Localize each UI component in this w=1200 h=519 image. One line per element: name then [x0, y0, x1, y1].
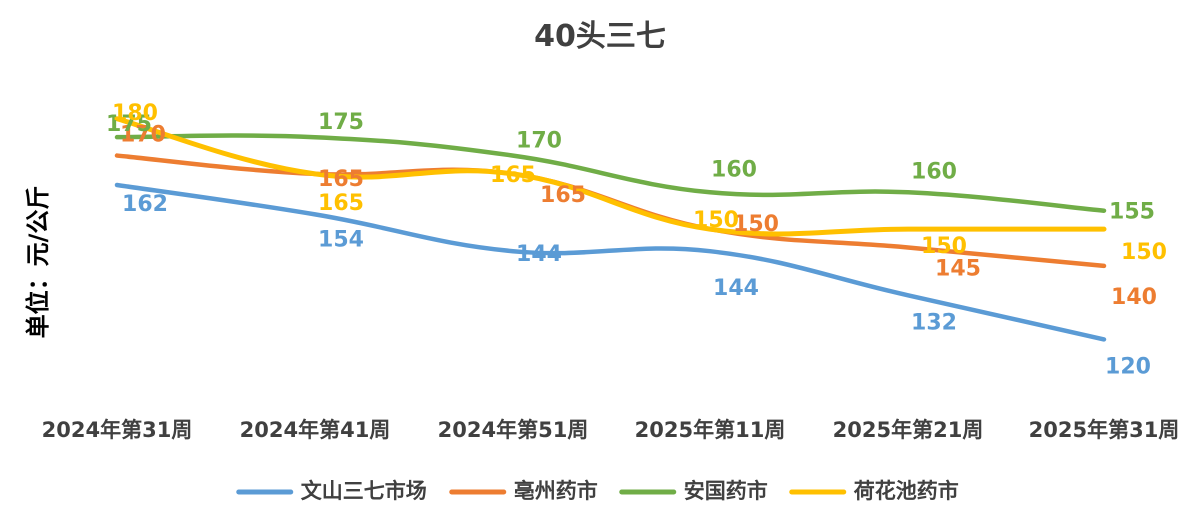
data-label-series-3-5: 150 — [1121, 240, 1167, 265]
data-label-series-1-2: 165 — [540, 183, 586, 208]
data-label-series-2-3: 160 — [711, 157, 757, 182]
legend: 文山三七市场 亳州药市 安国药市 荷花池药市 — [236, 479, 959, 503]
data-label-series-1-4: 145 — [935, 257, 981, 282]
legend-item-3: 荷花池药市 — [789, 479, 959, 503]
x-tick-label-4: 2025年第21周 — [833, 418, 984, 442]
data-label-series-3-0: 180 — [112, 101, 158, 126]
data-label-series-0-0: 162 — [122, 192, 168, 217]
legend-item-0: 文山三七市场 — [236, 479, 427, 503]
data-label-series-0-4: 132 — [911, 310, 957, 335]
data-label-series-0-3: 144 — [713, 276, 759, 301]
data-label-series-3-3: 150 — [693, 208, 739, 233]
data-label-series-2-4: 160 — [911, 159, 957, 184]
x-tick-label-0: 2024年第31周 — [42, 418, 193, 442]
legend-item-2: 安国药市 — [619, 479, 768, 503]
data-label-series-1-0: 170 — [120, 123, 166, 148]
legend-label-3: 荷花池药市 — [854, 479, 959, 503]
legend-label-2: 安国药市 — [684, 479, 768, 503]
line-series-0 — [114, 182, 1107, 342]
line-series-2 — [114, 133, 1107, 213]
legend-label-1: 亳州药市 — [514, 479, 598, 503]
data-label-series-1-5: 140 — [1111, 285, 1157, 310]
legend-label-0: 文山三七市场 — [301, 479, 427, 503]
data-label-series-3-4: 150 — [921, 234, 967, 259]
chart-title: 40头三七 — [534, 19, 666, 54]
x-axis-ticks: 2024年第31周 2024年第41周 2024年第51周 2025年第11周 2025… — [42, 418, 1180, 442]
data-label-series-0-1: 154 — [318, 227, 364, 252]
data-label-series-0-5: 120 — [1105, 354, 1151, 379]
x-tick-label-3: 2025年第11周 — [635, 418, 786, 442]
data-label-series-1-1: 165 — [318, 167, 364, 192]
data-label-series-2-5: 155 — [1109, 200, 1155, 225]
data-label-series-3-2: 165 — [490, 163, 536, 188]
y-axis-label: 单位：元/公斤 — [24, 186, 52, 339]
data-label-series-2-0: 175 — [106, 112, 152, 137]
line-series-3 — [114, 116, 1107, 237]
data-label-series-2-2: 170 — [516, 129, 562, 154]
data-label-series-0-2: 144 — [516, 242, 562, 267]
x-tick-label-2: 2024年第51周 — [438, 418, 589, 442]
data-label-series-1-3: 150 — [733, 212, 779, 237]
series-lines — [114, 116, 1107, 342]
x-tick-label-1: 2024年第41周 — [240, 418, 391, 442]
x-tick-label-5: 2025年第31周 — [1029, 418, 1180, 442]
data-label-series-3-1: 165 — [318, 191, 364, 216]
legend-item-1: 亳州药市 — [449, 479, 598, 503]
data-label-series-2-1: 175 — [318, 110, 364, 135]
